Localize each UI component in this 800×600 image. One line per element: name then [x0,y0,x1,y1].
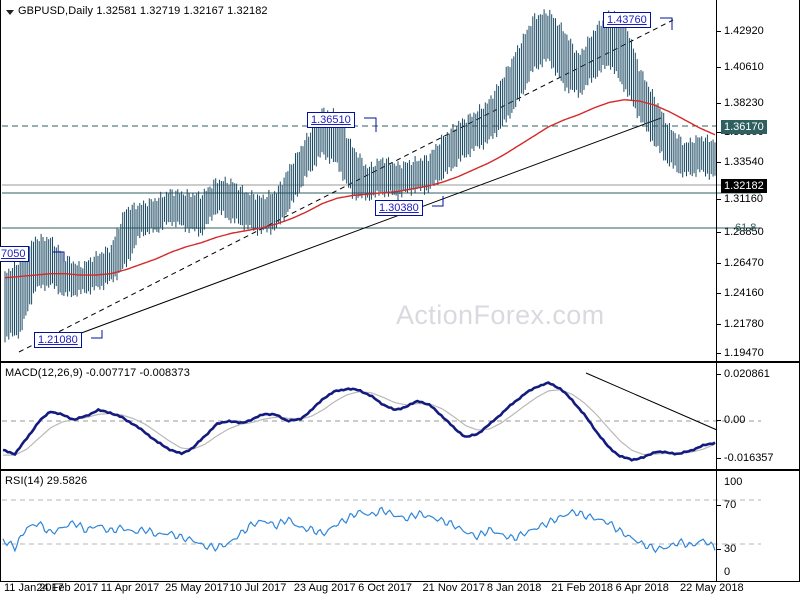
date-axis: 11 Jan 2017 24 Feb 2017 11 Apr 2017 25 May … [0,582,800,600]
ohlc-bars [4,9,716,343]
rsi-tick-2: 30 [724,543,737,555]
price-tick-5: 1.31160 [724,193,763,205]
macd-panel[interactable] [0,362,800,470]
date-tick-2: 11 Apr 2017 [100,582,160,594]
macd-tick-0: 0.020861 [724,368,770,380]
callout-text: 1.21080 [38,334,78,346]
axis-tickmark [717,132,721,133]
price-header-label: GBPUSD,Daily 1.32581 1.32719 1.32167 1.3… [18,5,268,17]
axis-tickmark [717,162,721,163]
fib-level-618: 61.8 [735,222,757,234]
macd-trendline [585,372,718,431]
axis-tickmark [717,420,721,421]
price-tag-1-36170: 1.36170 [721,120,767,134]
price-chart-panel[interactable]: ActionForex.com [0,0,800,362]
date-tick-4: 10 Jul 2017 [229,582,287,594]
callout-text: 1.43760 [607,14,647,26]
axis-tickmark [717,199,721,200]
price-axis-divider [716,0,717,362]
date-tick-10: 6 Apr 2018 [615,582,669,594]
axis-tickmark [717,232,721,233]
callout-text: 1.36510 [311,114,351,126]
chevron-down-icon[interactable] [6,10,14,15]
callout-clipped-7050[interactable]: 7050 [0,246,30,262]
price-tick-2: 1.38230 [724,97,764,109]
macd-header-label: MACD(12,26,9) -0.007717 -0.008373 [5,367,190,379]
axis-tickmark [717,293,721,294]
date-tick-6: 6 Oct 2017 [358,582,412,594]
date-tick-7: 21 Nov 2017 [422,582,485,594]
rsi-tick-3: 0 [724,566,731,578]
rsi-tick-0: 100 [724,476,743,488]
price-tick-0: 1.42920 [724,25,764,37]
trendline-rising-support [48,117,662,346]
macd-plot [2,372,761,462]
callout-low-1-21080[interactable]: 1.21080 [34,332,82,348]
axis-tickmark [717,374,721,375]
date-tick-0: 11 Jan 2017 [4,582,64,594]
price-tick-1: 1.40610 [724,61,764,73]
price-tick-8: 1.24160 [724,287,764,299]
axis-tickmark [717,353,721,354]
rsi-panel[interactable] [0,470,800,582]
price-tick-6: 1.28850 [724,226,764,238]
macd-axis-divider [716,362,717,470]
date-tick-11: 22 May 2018 [680,582,744,594]
price-tick-7: 1.26470 [724,257,764,269]
price-tick-4: 1.33540 [724,156,764,168]
macd-signal-line [3,389,716,456]
callout-text: 1.30380 [379,202,419,214]
rsi-header-label: RSI(14) 29.5826 [5,475,88,487]
macd-tick-2: -0.016357 [724,452,774,464]
axis-tickmark [717,324,721,325]
price-tick-10: 1.19470 [724,347,764,359]
axis-tickmark [717,31,721,32]
date-tick-9: 21 Feb 2018 [551,582,614,594]
axis-tickmark [717,263,721,264]
callout-text: 7050 [1,248,26,260]
price-tag-current-1-32182: 1.32182 [721,179,767,193]
date-tick-8: 8 Jan 2018 [486,582,542,594]
price-plot [2,9,761,353]
axis-tickmark [717,103,721,104]
axis-tickmark [717,458,721,459]
rsi-tick-1: 70 [724,499,737,511]
rsi-axis-divider [716,470,717,582]
macd-tick-1: 0.00 [724,414,746,426]
watermark-actionforex: ActionForex.com [396,300,605,330]
date-tick-3: 25 May 2017 [165,582,229,594]
date-tick-5: 23 Aug 2017 [293,582,356,594]
date-tick-1: 24 Feb 2017 [36,582,99,594]
callout-high-1-43760[interactable]: 1.43760 [603,12,651,28]
axis-tickmark [717,549,721,550]
moving-average-line [4,99,716,279]
rsi-plot [2,499,761,554]
axis-tickmark [717,67,721,68]
axis-tickmark [717,505,721,506]
price-tick-9: 1.21780 [724,318,764,330]
callout-1-36510[interactable]: 1.36510 [307,112,355,128]
callout-1-30380[interactable]: 1.30380 [375,200,423,216]
macd-main-line [2,381,716,462]
rsi-line [2,506,716,554]
